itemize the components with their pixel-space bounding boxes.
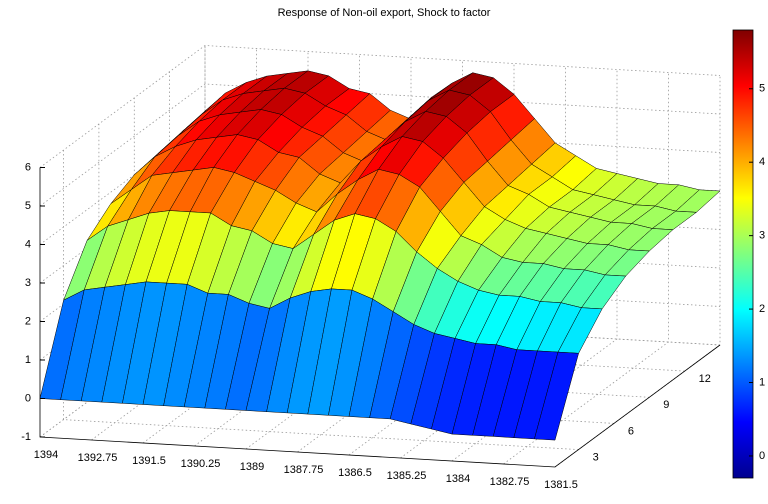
z-tick-label: 6	[25, 161, 31, 173]
z-tick-label: -1	[21, 431, 31, 443]
x-tick-label: 1387.75	[284, 464, 324, 476]
x-tick-label: 1390.25	[181, 458, 221, 470]
colorbar-tick-label: 0	[759, 450, 765, 462]
x-tick-label: 1384	[446, 473, 470, 485]
colorbar-tick-label: 5	[759, 83, 765, 95]
z-tick-label: 2	[25, 315, 31, 327]
colorbar-tick-label: 1	[759, 376, 765, 388]
colorbar-tick-label: 3	[759, 230, 765, 242]
z-tick-label: 1	[25, 354, 31, 366]
axis-line	[39, 167, 721, 468]
x-tick-label: 1392.75	[78, 452, 118, 464]
colorbar-tick-label: 4	[759, 156, 765, 168]
y-tick-label: 6	[628, 425, 634, 437]
chart-title: Response of Non-oil export, Shock to fac…	[278, 7, 491, 19]
x-tick-label: 1386.5	[338, 467, 372, 479]
x-tick-label: 1381.5	[544, 479, 578, 491]
x-tick-label: 1385.25	[387, 470, 427, 482]
z-tick-label: 0	[25, 392, 31, 404]
z-tick-label: 5	[25, 200, 31, 212]
colorbar-tick-label: 2	[759, 303, 765, 315]
surface	[39, 70, 721, 441]
y-tick-label: 3	[593, 451, 599, 463]
z-tick-label: 4	[25, 238, 31, 250]
z-tick-label: 3	[25, 277, 31, 289]
colorbar	[732, 29, 754, 479]
x-tick-label: 1382.75	[490, 476, 530, 488]
y-tick-label: 9	[663, 399, 669, 411]
surface-patch	[534, 351, 579, 441]
x-tick-label: 1391.5	[132, 455, 166, 467]
x-tick-label: 1394	[34, 449, 58, 461]
y-tick-label: 12	[699, 373, 711, 385]
x-tick-label: 1389	[240, 461, 264, 473]
